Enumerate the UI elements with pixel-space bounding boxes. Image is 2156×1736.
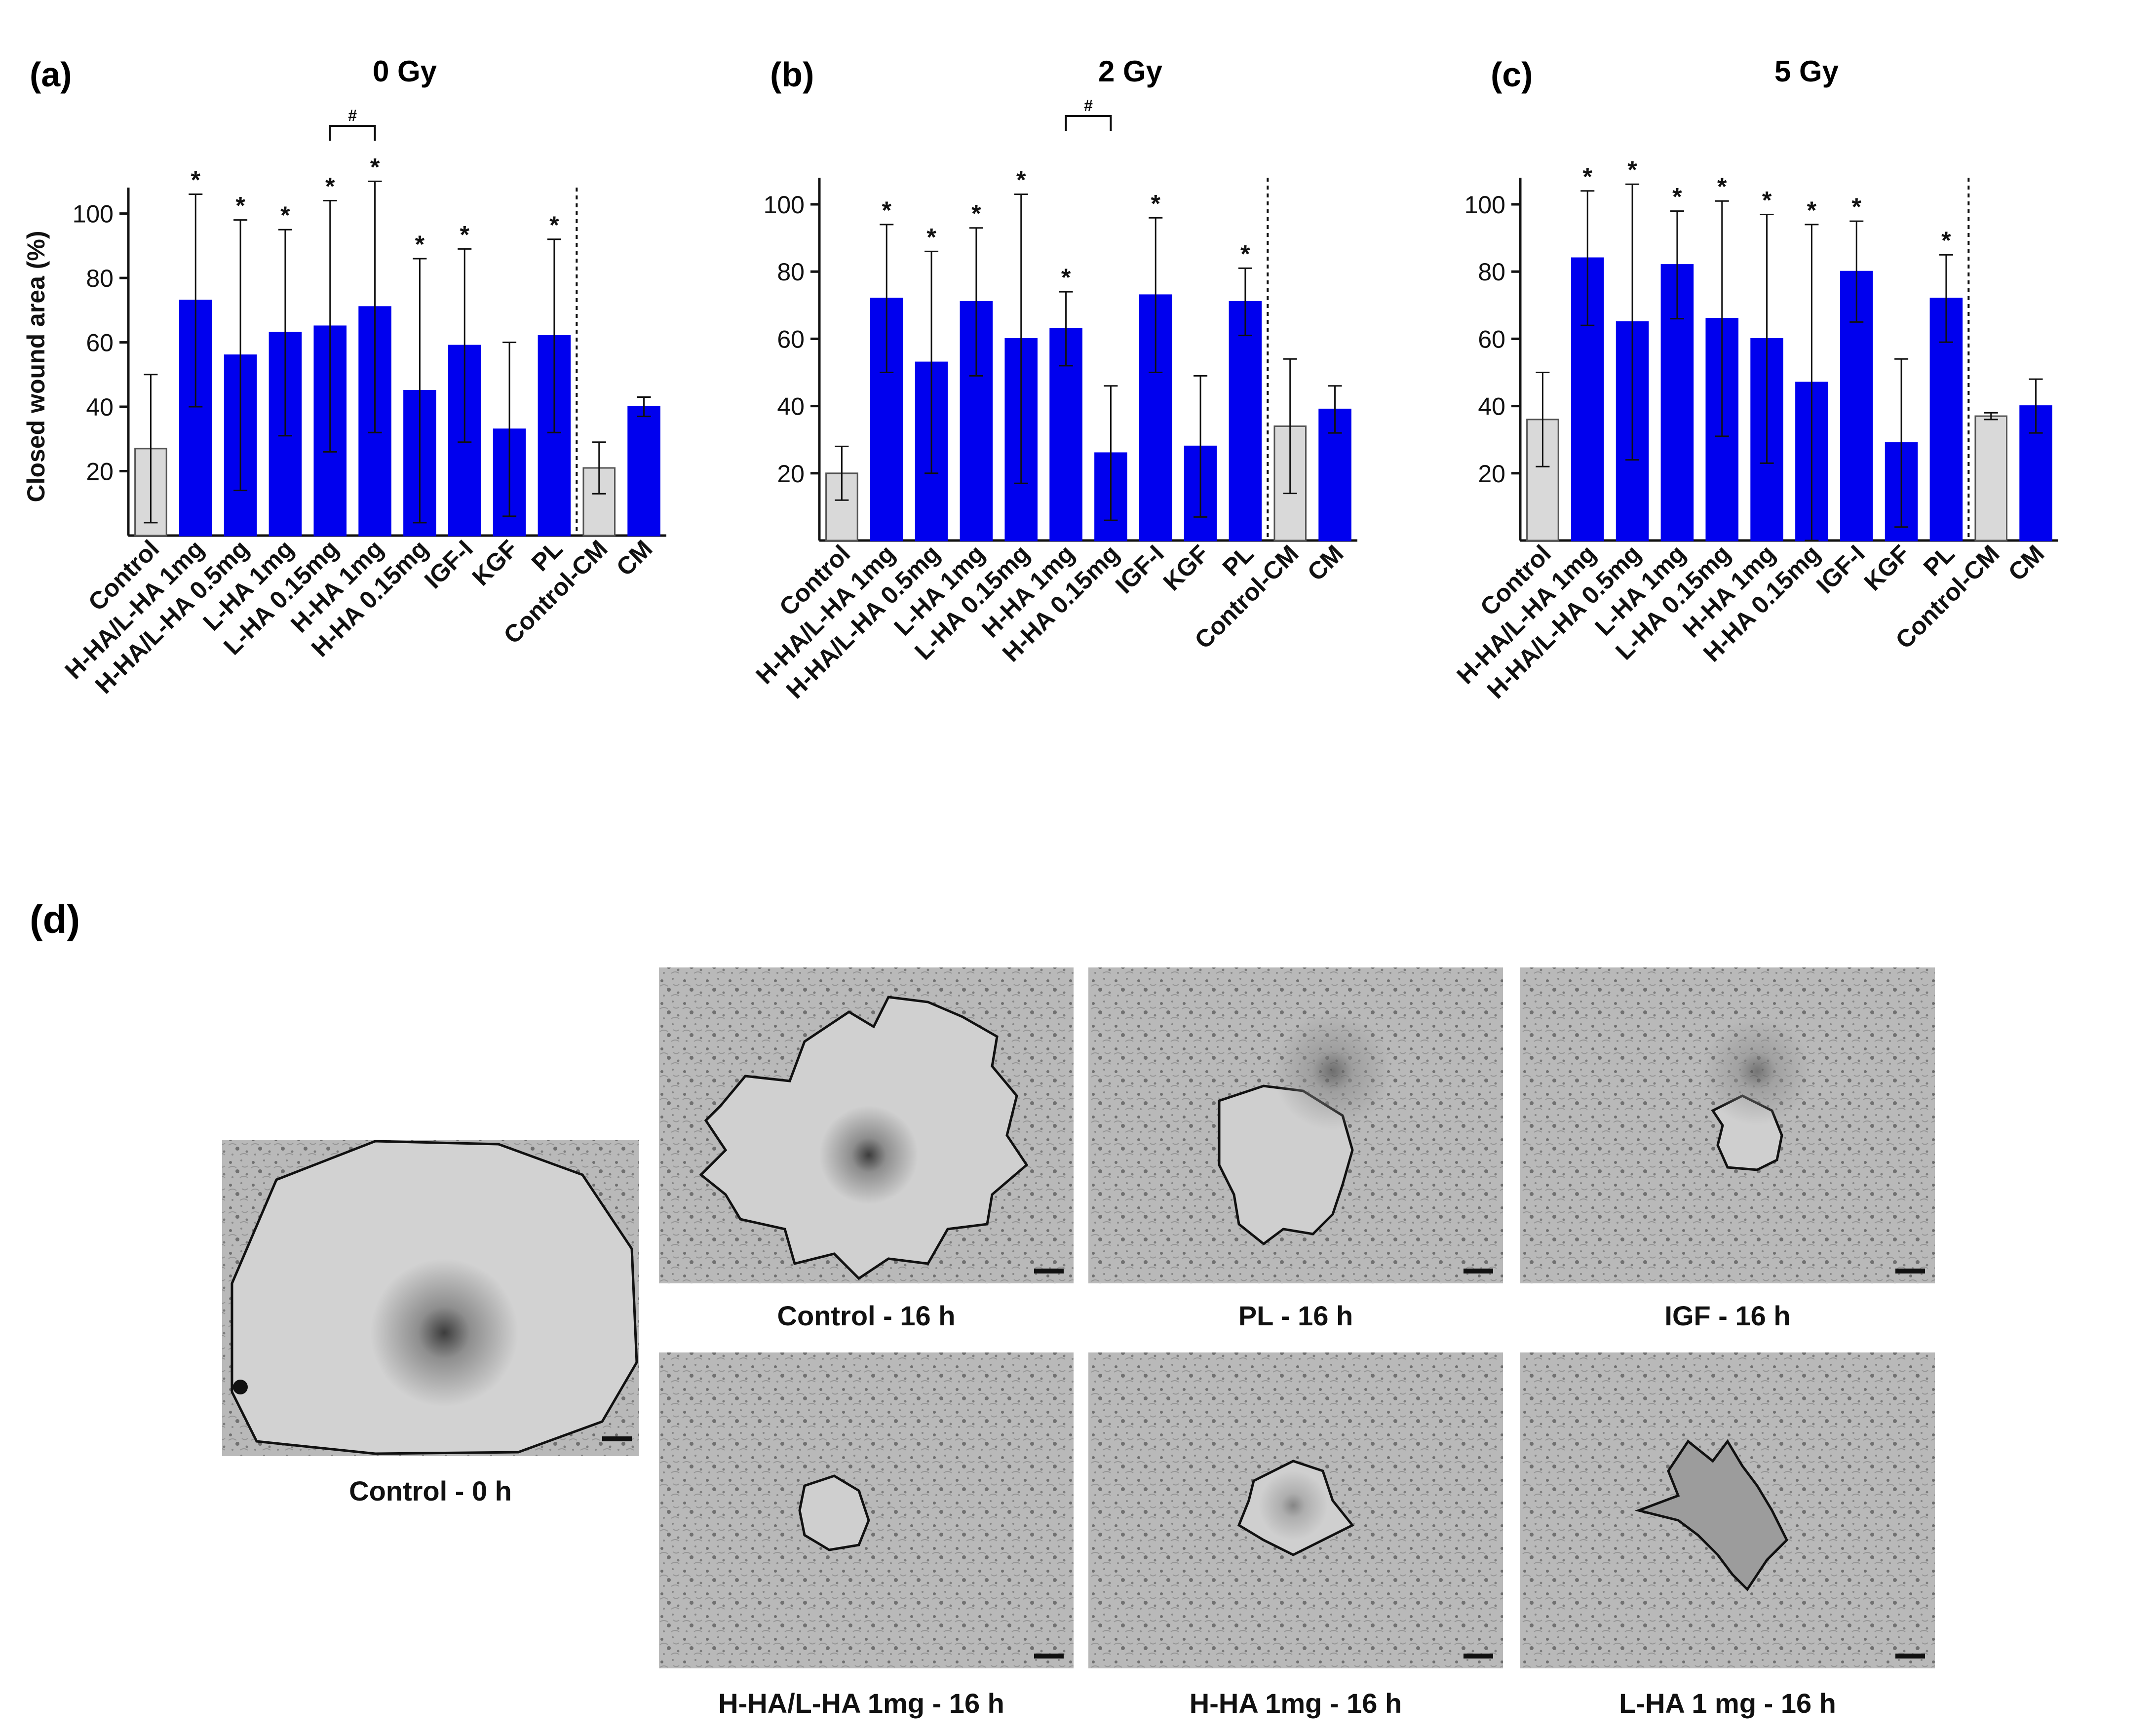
micrograph-igf-16h bbox=[1520, 967, 1935, 1283]
significance-mark: * bbox=[971, 200, 981, 228]
category-label: KGF bbox=[1158, 540, 1214, 596]
significance-mark: * bbox=[1717, 173, 1727, 200]
y-tick-label: 100 bbox=[1464, 191, 1505, 219]
caption-control-0h: Control - 0 h bbox=[349, 1475, 512, 1506]
micrograph-lha-16h bbox=[1520, 1352, 1935, 1668]
bracket-mark: # bbox=[348, 107, 357, 124]
significance-mark: * bbox=[1151, 190, 1161, 217]
y-tick-label: 80 bbox=[1478, 258, 1505, 286]
caption-hha-16h: H-HA 1mg - 16 h bbox=[1190, 1688, 1402, 1719]
y-tick-label: 60 bbox=[777, 325, 805, 353]
category-label: IGF-I bbox=[1811, 540, 1870, 599]
comparison-bracket bbox=[329, 125, 376, 141]
panel-label-b: (b) bbox=[770, 55, 814, 94]
panel-label-c: (c) bbox=[1491, 55, 1533, 94]
y-tick-label: 40 bbox=[777, 393, 805, 421]
significance-mark: * bbox=[1240, 240, 1250, 268]
y-tick-label: 20 bbox=[86, 458, 114, 486]
y-tick-label: 20 bbox=[777, 460, 805, 488]
significance-mark: * bbox=[1807, 196, 1817, 224]
significance-mark: * bbox=[460, 221, 470, 248]
category-label: CM bbox=[2003, 540, 2050, 586]
significance-mark: * bbox=[1672, 183, 1682, 211]
significance-mark: * bbox=[1627, 156, 1637, 184]
micrograph-pl-16h bbox=[1088, 967, 1503, 1283]
category-label: CM bbox=[611, 535, 658, 581]
chart-title-b: 2 Gy bbox=[1098, 55, 1163, 88]
significance-mark: * bbox=[235, 192, 245, 220]
significance-mark: * bbox=[1941, 227, 1951, 254]
micrograph-control-16h bbox=[659, 967, 1074, 1283]
significance-mark: * bbox=[1852, 193, 1862, 221]
category-label: CM bbox=[1302, 540, 1349, 586]
bar bbox=[960, 301, 993, 541]
caption-lha-16h: L-HA 1 mg - 16 h bbox=[1619, 1688, 1836, 1719]
caption-pl-16h: PL - 16 h bbox=[1238, 1300, 1353, 1331]
y-tick-label: 60 bbox=[1478, 325, 1505, 353]
significance-mark: * bbox=[415, 231, 425, 258]
caption-hha-lha-16h: H-HA/L-HA 1mg - 16 h bbox=[718, 1688, 1004, 1719]
y-tick-label: 100 bbox=[764, 191, 805, 219]
significance-mark: * bbox=[549, 211, 559, 239]
bar bbox=[1974, 415, 2008, 541]
micrograph-control-0h bbox=[222, 1140, 639, 1456]
category-label: KGF bbox=[1859, 540, 1915, 596]
significance-mark: * bbox=[1583, 163, 1593, 191]
chart-title-a: 0 Gy bbox=[373, 55, 437, 88]
significance-mark: * bbox=[325, 173, 335, 200]
category-label: KGF bbox=[467, 535, 523, 591]
y-axis-label: Closed wound area (%) bbox=[22, 231, 50, 502]
panel-label-a: (a) bbox=[30, 55, 72, 94]
significance-mark: * bbox=[1762, 186, 1772, 214]
y-tick-label: 80 bbox=[777, 258, 805, 286]
comparison-bracket bbox=[1065, 115, 1112, 131]
bracket-mark: # bbox=[1084, 97, 1093, 115]
significance-mark: * bbox=[191, 166, 201, 193]
y-tick-label: 100 bbox=[73, 200, 114, 228]
panel-label-d: (d) bbox=[30, 897, 80, 941]
significance-mark: * bbox=[1061, 264, 1071, 291]
y-tick-label: 40 bbox=[1478, 393, 1505, 421]
category-label: IGF-I bbox=[1110, 540, 1169, 599]
significance-mark: * bbox=[370, 153, 380, 181]
y-tick-label: 80 bbox=[86, 265, 114, 292]
y-tick-label: 20 bbox=[1478, 460, 1505, 488]
caption-control-16h: Control - 16 h bbox=[777, 1300, 956, 1331]
significance-mark: * bbox=[1016, 166, 1026, 194]
significance-mark: * bbox=[882, 196, 892, 224]
y-tick-label: 60 bbox=[86, 329, 114, 357]
micrograph-hha-16h bbox=[1088, 1352, 1503, 1668]
y-tick-label: 40 bbox=[86, 393, 114, 421]
chart-title-c: 5 Gy bbox=[1774, 55, 1839, 88]
bar bbox=[627, 406, 660, 537]
category-label: IGF-I bbox=[419, 535, 478, 594]
significance-mark: * bbox=[280, 201, 290, 229]
micrograph-hha-lha-16h bbox=[659, 1352, 1074, 1668]
caption-igf-16h: IGF - 16 h bbox=[1664, 1300, 1790, 1331]
bar bbox=[1229, 301, 1262, 541]
significance-mark: * bbox=[926, 223, 936, 251]
